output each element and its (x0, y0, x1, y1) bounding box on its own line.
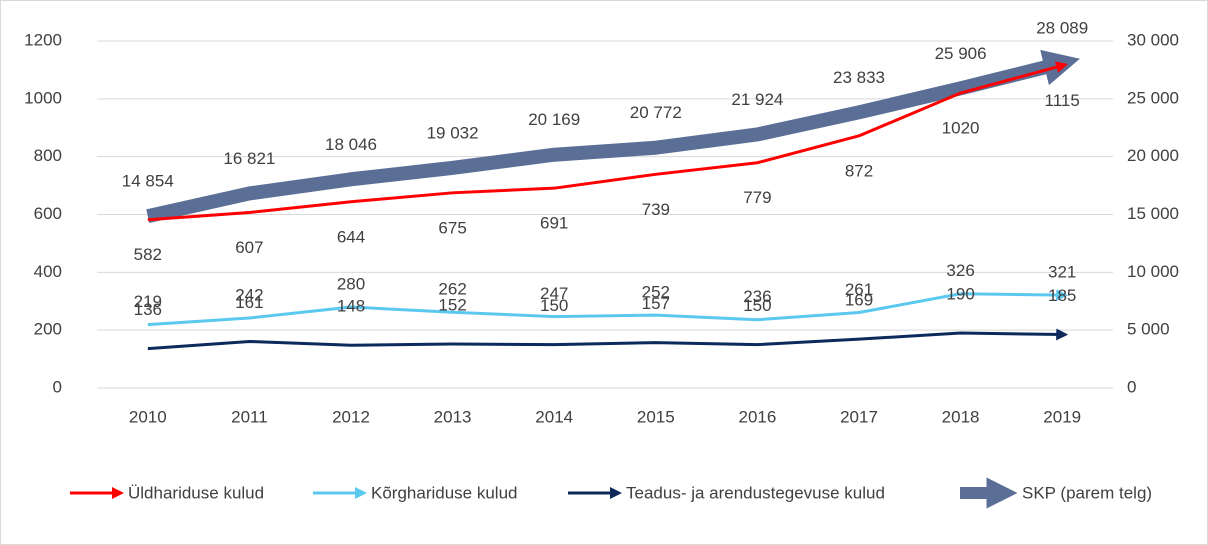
y-tick-label: 0 (53, 377, 62, 396)
data-label: 247 (540, 284, 568, 303)
x-tick-label: 2019 (1043, 407, 1081, 426)
data-label: 1020 (942, 119, 980, 138)
x-tick-label: 2014 (535, 407, 573, 426)
series-line (146, 49, 1080, 224)
y2-tick-label: 10 000 (1127, 262, 1179, 281)
data-label: 25 906 (935, 44, 987, 63)
data-label: 691 (540, 214, 568, 233)
x-tick-label: 2010 (129, 407, 167, 426)
data-label: 607 (235, 238, 263, 257)
series-line (147, 328, 1069, 351)
y-tick-label: 200 (34, 320, 62, 339)
data-label: 280 (337, 275, 365, 294)
legend-label: Teadus- ja arendustegevuse kulud (626, 483, 885, 502)
x-tick-label: 2018 (942, 407, 980, 426)
data-label: 157 (642, 294, 670, 313)
data-label: 16 821 (223, 149, 275, 168)
y2-tick-label: 5 000 (1127, 320, 1170, 339)
data-label: 190 (946, 285, 974, 304)
data-label: 20 772 (630, 103, 682, 122)
y-tick-label: 1000 (24, 88, 62, 107)
y-tick-label: 800 (34, 146, 62, 165)
data-label: 152 (438, 296, 466, 315)
data-label: 14 854 (122, 172, 174, 191)
data-label: 321 (1048, 263, 1076, 282)
series-line (147, 289, 1069, 327)
data-label: 169 (845, 291, 873, 310)
x-tick-label: 2012 (332, 407, 370, 426)
legend-label: SKP (parem telg) (1022, 483, 1152, 502)
y2-tick-label: 30 000 (1127, 30, 1179, 49)
data-label: 18 046 (325, 135, 377, 154)
data-label: 185 (1048, 286, 1076, 305)
data-label: 242 (235, 286, 263, 305)
data-label: 19 032 (427, 123, 479, 142)
y2-tick-label: 15 000 (1127, 204, 1179, 223)
y-tick-label: 400 (34, 262, 62, 281)
y-tick-label: 600 (34, 204, 62, 223)
data-label: 136 (134, 300, 162, 319)
x-tick-label: 2015 (637, 407, 675, 426)
data-label: 150 (743, 296, 771, 315)
x-tick-label: 2013 (434, 407, 472, 426)
data-label: 236 (743, 287, 771, 306)
data-label: 262 (438, 280, 466, 299)
legend-label: Üldhariduse kulud (128, 483, 264, 502)
series-line (147, 61, 1068, 222)
data-label: 252 (642, 283, 670, 302)
data-label: 219 (134, 292, 162, 311)
x-tick-label: 2011 (231, 407, 268, 426)
data-label: 739 (642, 200, 670, 219)
data-label: 20 169 (528, 110, 580, 129)
data-label: 1115 (1045, 91, 1080, 110)
data-label: 21 924 (731, 90, 783, 109)
data-label: 23 833 (833, 68, 885, 87)
data-label: 148 (337, 297, 365, 316)
data-label: 161 (235, 293, 263, 312)
data-label: 326 (946, 261, 974, 280)
data-label: 261 (845, 280, 873, 299)
y2-tick-label: 20 000 (1127, 146, 1179, 165)
data-label: 644 (337, 227, 365, 246)
x-tick-label: 2016 (738, 407, 776, 426)
y-tick-label: 1200 (24, 30, 62, 49)
data-label: 779 (743, 188, 771, 207)
data-label: 582 (134, 245, 162, 264)
data-label: 28 089 (1036, 19, 1088, 38)
y2-tick-label: 0 (1127, 377, 1136, 396)
data-label: 150 (540, 296, 568, 315)
x-tick-label: 2017 (840, 407, 878, 426)
data-label: 872 (845, 161, 873, 180)
legend-label: Kõrghariduse kulud (371, 483, 517, 502)
data-label: 675 (438, 218, 466, 237)
y2-tick-label: 25 000 (1127, 88, 1179, 107)
